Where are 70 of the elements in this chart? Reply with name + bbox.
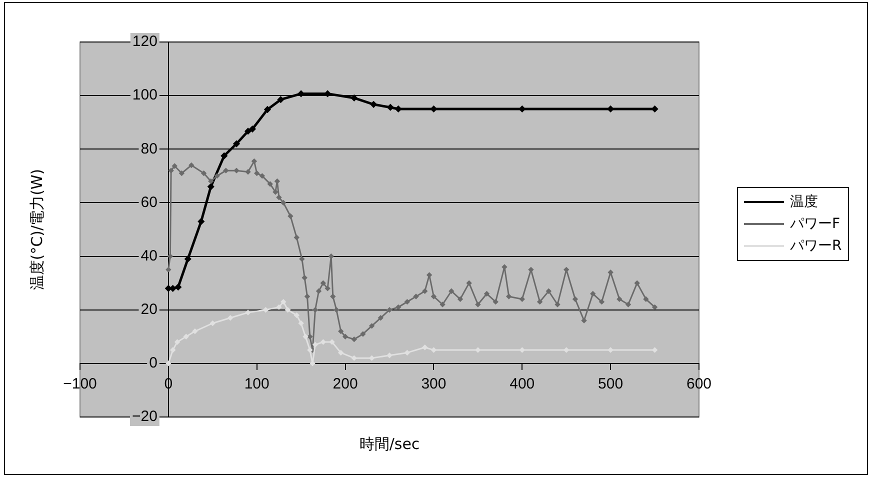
- point: [608, 106, 614, 112]
- x-tick-label: 400: [510, 376, 535, 393]
- point: [324, 90, 331, 97]
- y-tick-label: −20: [132, 408, 158, 426]
- x-tick-label: 600: [686, 376, 712, 393]
- point: [208, 184, 214, 190]
- point: [338, 350, 344, 356]
- point: [198, 218, 204, 225]
- point: [170, 347, 176, 353]
- point: [370, 101, 377, 108]
- y-tick-label: 120: [132, 33, 158, 50]
- x-tick-label: 300: [421, 376, 446, 393]
- point: [175, 284, 182, 290]
- point: [228, 315, 233, 320]
- point: [210, 320, 216, 326]
- y-tick-label: 0: [149, 354, 158, 372]
- y-tick-label: 100: [132, 86, 158, 104]
- y-tick-label: 80: [140, 140, 158, 158]
- point: [278, 96, 284, 103]
- y-tick-label: 20: [140, 301, 158, 318]
- point: [233, 140, 240, 147]
- point: [652, 347, 658, 353]
- point: [244, 128, 252, 134]
- y-tick-label: 60: [140, 194, 158, 211]
- point: [192, 328, 198, 334]
- point: [184, 334, 189, 340]
- point: [386, 352, 392, 358]
- point: [320, 339, 326, 345]
- point: [174, 339, 180, 345]
- point: [285, 307, 290, 312]
- point: [352, 356, 357, 361]
- point: [387, 104, 394, 110]
- point: [221, 152, 228, 159]
- point: [184, 256, 191, 262]
- x-tick-label: 500: [598, 376, 624, 393]
- x-axis-title: 時間/sec: [359, 434, 420, 453]
- point: [430, 106, 437, 112]
- point: [404, 350, 410, 356]
- x-tick-label: 100: [244, 376, 270, 393]
- legend-label: パワーF: [790, 215, 840, 233]
- legend-label: 温度: [790, 193, 818, 211]
- y-tick-label: 40: [140, 247, 158, 264]
- point: [431, 347, 436, 353]
- point: [564, 347, 569, 353]
- point: [652, 106, 658, 112]
- point: [263, 307, 268, 312]
- point: [395, 106, 402, 112]
- x-tick-label: −100: [63, 376, 97, 393]
- point: [264, 106, 271, 113]
- legend-label: パワーR: [790, 237, 842, 255]
- point: [369, 356, 374, 361]
- point: [294, 312, 300, 318]
- point: [280, 299, 286, 304]
- point: [422, 344, 428, 350]
- point: [165, 285, 172, 292]
- point: [302, 334, 308, 340]
- point: [475, 347, 480, 353]
- point: [245, 310, 251, 316]
- x-tick-label: 200: [332, 376, 358, 393]
- point: [276, 304, 282, 310]
- point: [351, 94, 358, 102]
- point: [608, 347, 614, 353]
- point: [166, 360, 171, 366]
- point: [519, 106, 526, 112]
- point: [298, 320, 304, 326]
- y-axis-title: 温度(°C)/電力(W): [28, 168, 46, 290]
- point: [520, 347, 525, 353]
- point: [249, 126, 256, 132]
- point: [307, 347, 312, 353]
- point: [312, 342, 318, 348]
